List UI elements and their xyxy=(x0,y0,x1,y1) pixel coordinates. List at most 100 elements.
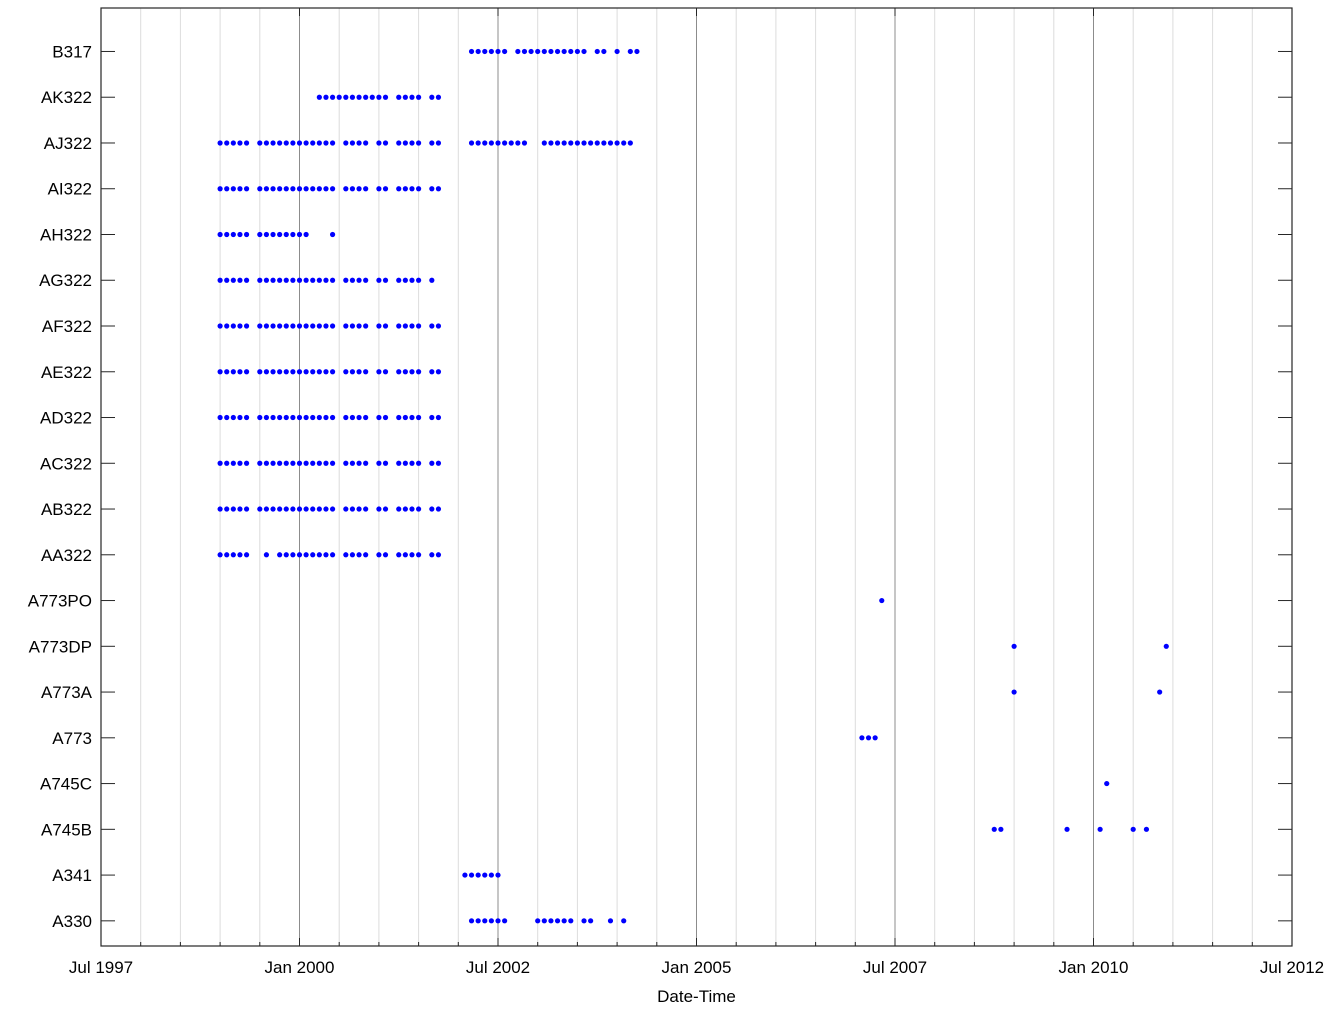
data-point xyxy=(263,552,270,558)
y-tick-label: A745C xyxy=(40,775,92,794)
data-point xyxy=(356,277,362,283)
data-point xyxy=(237,414,243,421)
data-point xyxy=(495,872,501,878)
data-point xyxy=(303,414,309,421)
data-point xyxy=(217,506,223,512)
data-point xyxy=(634,48,640,55)
data-point xyxy=(409,460,415,466)
data-point xyxy=(429,414,435,421)
data-point xyxy=(363,323,369,329)
data-point xyxy=(283,460,289,466)
data-point xyxy=(310,369,316,375)
data-point xyxy=(257,231,263,238)
data-point xyxy=(224,414,230,421)
data-point xyxy=(283,277,289,283)
data-point xyxy=(270,323,276,329)
data-point xyxy=(270,231,276,238)
data-point xyxy=(316,369,322,375)
data-point xyxy=(237,186,243,192)
data-point xyxy=(270,460,276,466)
data-point xyxy=(429,94,435,100)
data-point xyxy=(468,48,475,55)
data-point xyxy=(581,918,587,924)
data-point xyxy=(310,460,316,466)
data-point xyxy=(270,277,276,283)
data-point xyxy=(382,369,389,375)
data-point xyxy=(230,460,236,466)
data-point xyxy=(475,872,481,878)
data-point xyxy=(316,94,322,100)
data-point xyxy=(343,186,349,192)
data-point xyxy=(263,277,270,283)
data-point xyxy=(230,323,236,329)
data-point xyxy=(237,506,243,512)
data-point xyxy=(396,94,402,100)
data-point xyxy=(303,186,309,192)
data-point xyxy=(561,918,567,924)
data-point xyxy=(1064,826,1070,832)
data-point xyxy=(356,94,362,100)
data-point xyxy=(296,140,303,146)
data-point xyxy=(224,186,230,192)
data-point xyxy=(303,552,309,558)
data-point xyxy=(429,460,435,466)
data-point xyxy=(243,369,250,375)
data-point xyxy=(237,552,243,558)
data-point xyxy=(574,48,581,55)
data-point xyxy=(217,414,223,421)
data-point xyxy=(329,460,336,466)
data-point xyxy=(310,323,316,329)
data-point xyxy=(482,918,488,924)
data-point xyxy=(356,369,362,375)
data-point xyxy=(382,94,389,100)
x-tick-label: Jan 2000 xyxy=(265,958,335,977)
data-point xyxy=(614,48,620,55)
data-point xyxy=(488,140,494,146)
data-point xyxy=(230,140,236,146)
data-point xyxy=(1143,826,1150,832)
data-point xyxy=(402,277,408,283)
axis-ticks xyxy=(100,8,1293,946)
data-point xyxy=(409,277,415,283)
data-point xyxy=(435,552,442,558)
data-point xyxy=(224,506,230,512)
data-point xyxy=(237,323,243,329)
data-point xyxy=(243,277,250,283)
data-point xyxy=(257,186,263,192)
data-point xyxy=(349,277,356,283)
data-point xyxy=(349,323,356,329)
data-point xyxy=(343,94,349,100)
data-point xyxy=(621,140,627,146)
data-point xyxy=(416,414,422,421)
data-point xyxy=(263,506,270,512)
data-point xyxy=(541,918,547,924)
data-point xyxy=(323,506,329,512)
data-point xyxy=(382,186,389,192)
data-point xyxy=(488,918,494,924)
y-tick-label: B317 xyxy=(52,42,92,61)
data-point xyxy=(515,140,521,146)
data-point xyxy=(607,140,614,146)
data-point xyxy=(363,369,369,375)
data-point xyxy=(508,140,514,146)
data-point xyxy=(217,231,223,238)
data-point xyxy=(303,369,309,375)
data-point xyxy=(237,277,243,283)
data-point xyxy=(363,460,369,466)
data-point xyxy=(416,94,422,100)
data-point xyxy=(343,506,349,512)
y-tick-label: A773PO xyxy=(28,592,92,611)
data-point xyxy=(329,277,336,283)
data-point xyxy=(316,506,322,512)
data-point xyxy=(296,414,303,421)
data-point xyxy=(237,231,243,238)
data-point xyxy=(402,140,408,146)
data-point xyxy=(224,231,230,238)
data-point xyxy=(310,186,316,192)
data-point xyxy=(303,506,309,512)
data-point xyxy=(416,460,422,466)
data-point xyxy=(396,552,402,558)
plot-area-frame xyxy=(100,7,1293,947)
data-point xyxy=(217,460,223,466)
data-point xyxy=(237,369,243,375)
